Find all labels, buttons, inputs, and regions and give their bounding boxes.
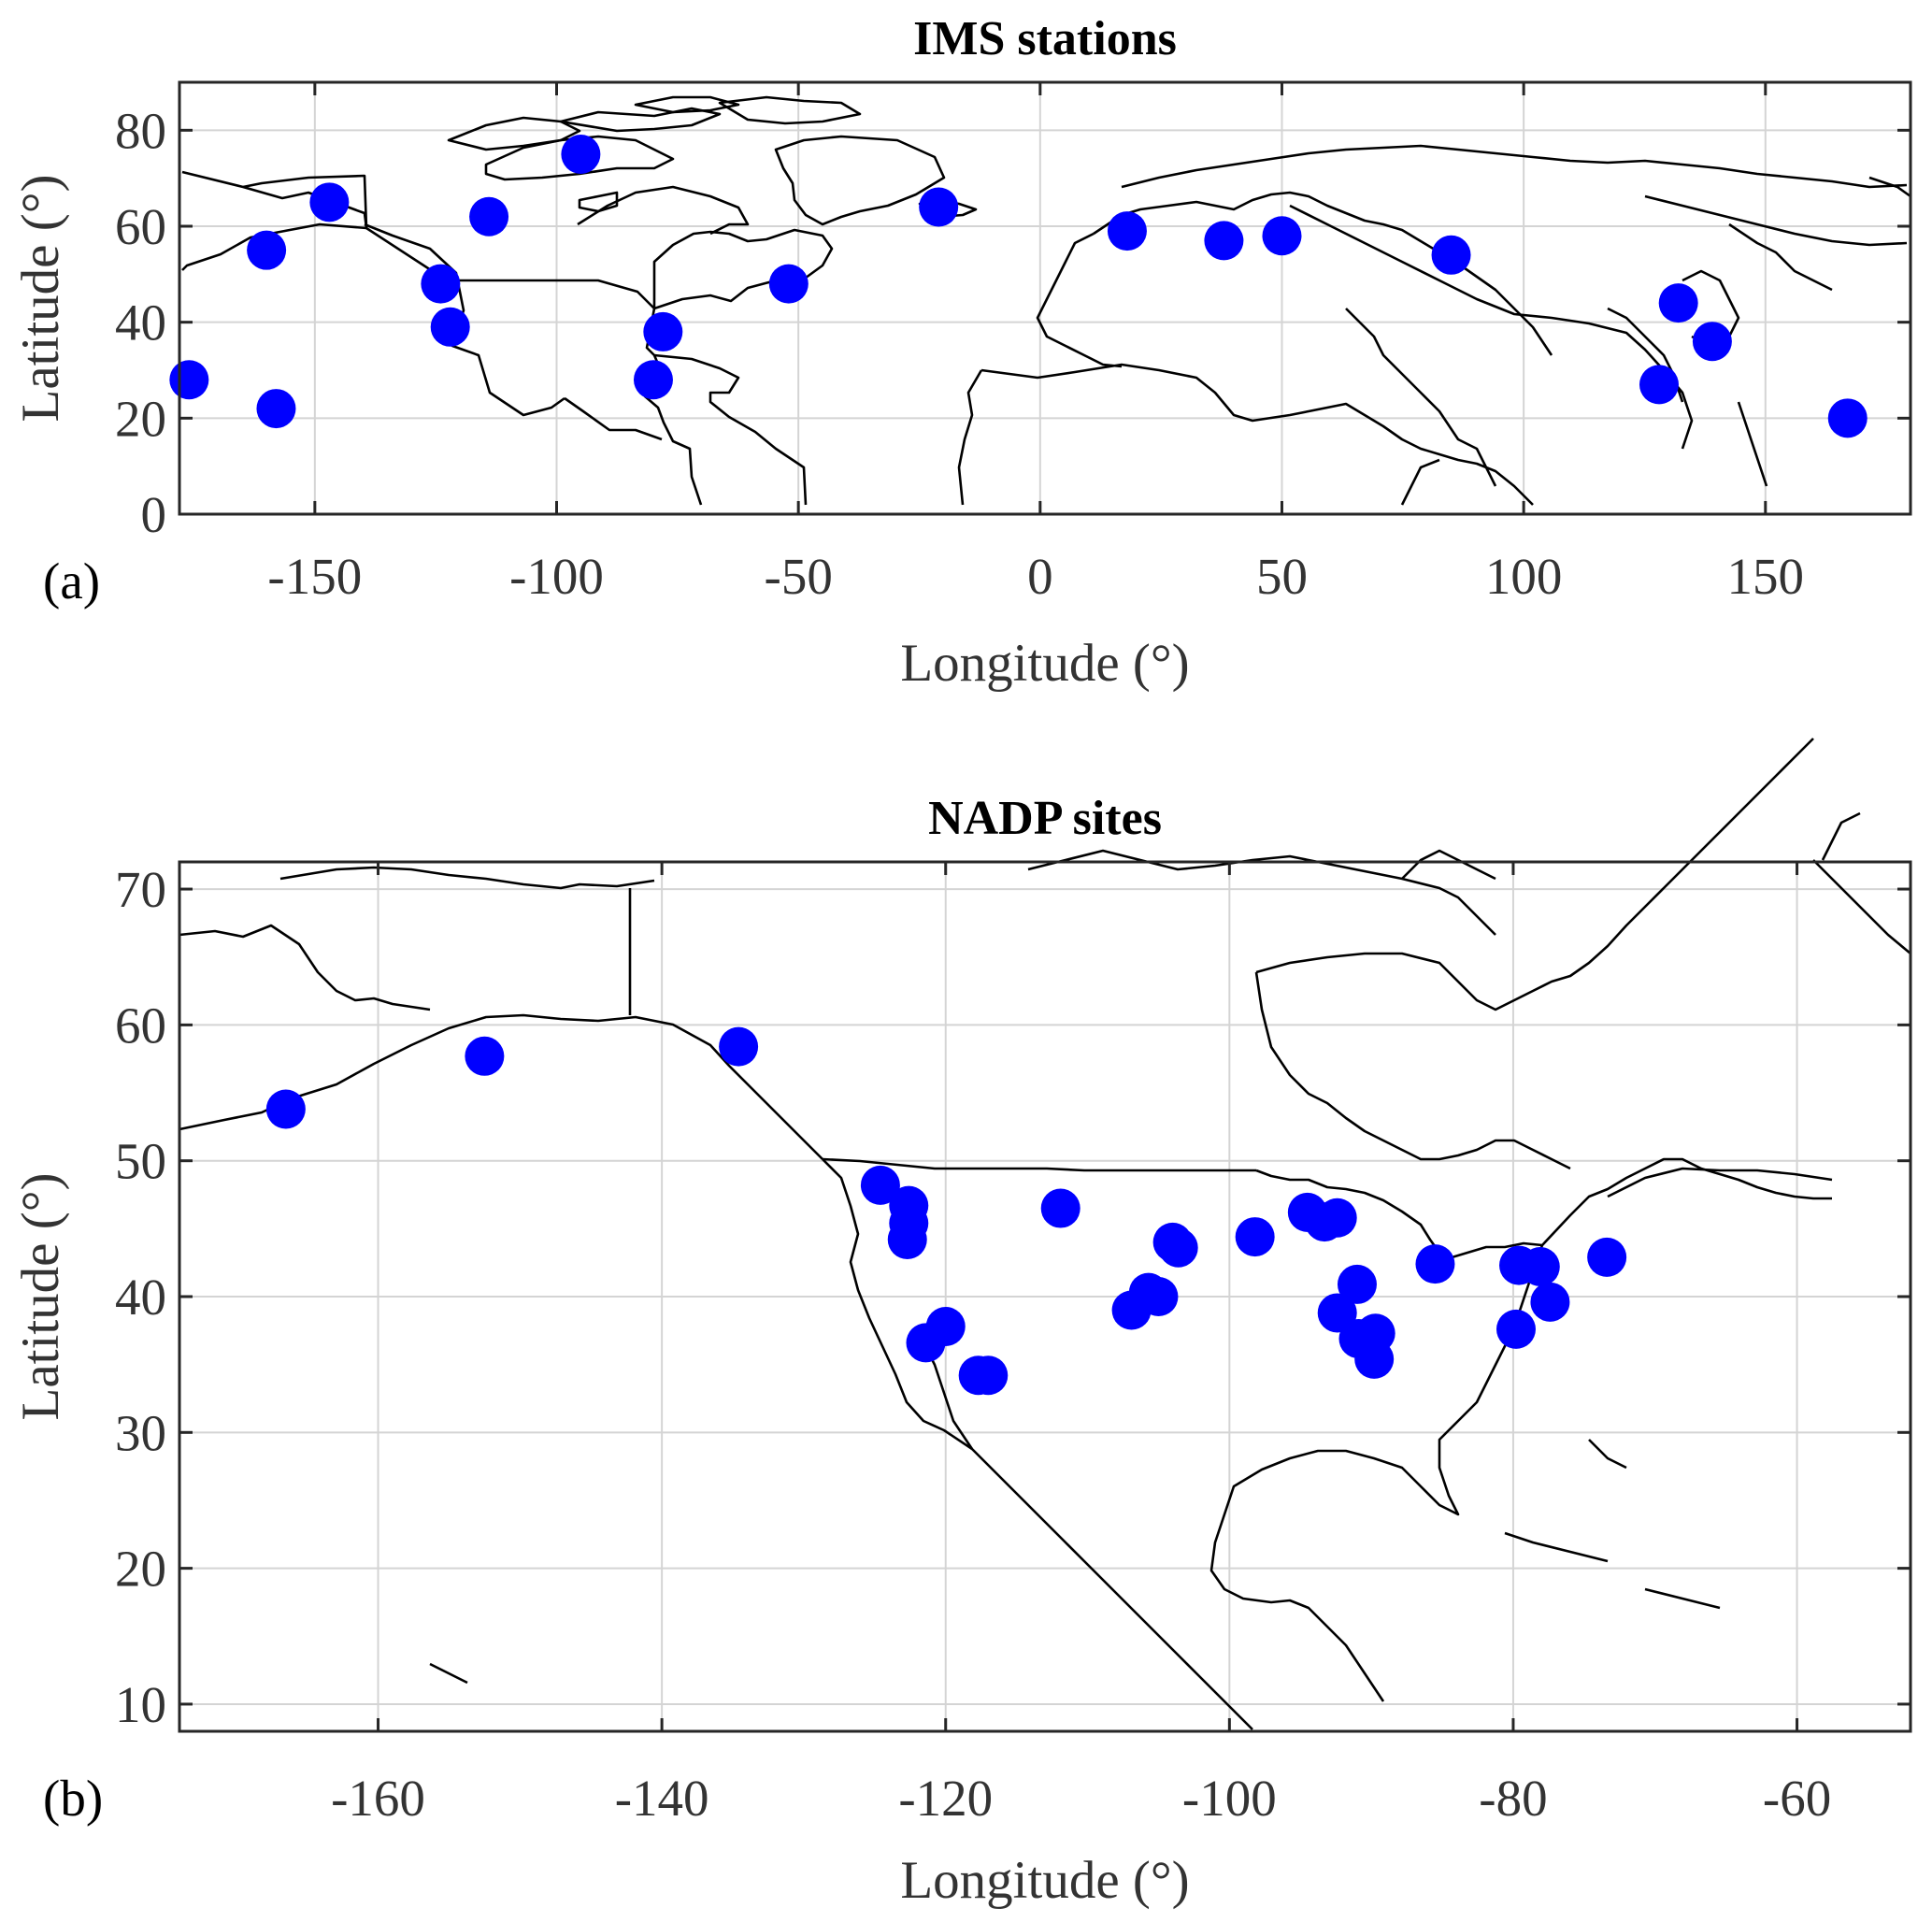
panel-a-station-marker — [247, 230, 287, 270]
panel-a-station-marker — [643, 311, 683, 351]
panel-b-station-marker — [1158, 1227, 1198, 1268]
panel-b-station-marker — [1520, 1247, 1560, 1287]
panel-b-station-marker — [719, 1026, 759, 1067]
panel-b-station-marker — [265, 1089, 306, 1129]
panel-b-y-tick-label: 60 — [115, 997, 166, 1054]
panel-a-label: (a) — [43, 552, 100, 610]
panel-b-y-ticks: 10 20 30 40 50 60 70 — [115, 861, 1911, 1733]
panel-a-station-marker — [421, 264, 461, 304]
panel-b-x-axis-label: Longitude (°) — [900, 1851, 1189, 1910]
panel-b-label: (b) — [43, 1770, 103, 1827]
panel-a-x-ticks: -150 -100 -50 0 50 100 150 — [267, 82, 1804, 605]
panel-a-station-marker — [256, 389, 296, 429]
panel-a-x-tick-label: 50 — [1256, 548, 1308, 605]
panel-a-markers — [169, 135, 1868, 438]
panel-a-station-marker — [561, 135, 601, 174]
panel-a-station-marker — [469, 196, 509, 237]
panel-b-station-marker — [1138, 1277, 1179, 1316]
panel-a-x-tick-label: -50 — [765, 548, 833, 605]
panel-b-station-marker — [1415, 1244, 1455, 1284]
panel-b-title: NADP sites — [928, 792, 1162, 845]
panel-a-x-tick-label: 150 — [1727, 548, 1805, 605]
panel-b-station-marker — [1317, 1293, 1357, 1333]
panel-b: NADP sites -160 -140 -120- — [11, 738, 1912, 1910]
panel-b-station-marker — [1496, 1309, 1536, 1349]
panel-b-station-marker — [1317, 1198, 1357, 1238]
panel-b-x-tick-label: -120 — [898, 1770, 993, 1827]
panel-b-y-axis-label: Latitude (°) — [11, 1173, 70, 1421]
panel-a-x-tick-label: -150 — [267, 548, 362, 605]
panel-b-station-marker — [860, 1165, 900, 1205]
panel-a-station-marker — [1827, 398, 1868, 438]
panel-a-station-marker — [169, 360, 209, 400]
panel-a-station-marker — [1692, 322, 1732, 362]
panel-a: IMS stations — [11, 12, 1912, 693]
panel-a-y-ticks: 0 20 40 60 80 — [115, 102, 1911, 543]
panel-a-station-marker — [919, 187, 959, 227]
panel-a-station-marker — [1658, 283, 1698, 323]
panel-b-station-marker — [887, 1219, 927, 1259]
panel-a-y-tick-label: 0 — [141, 486, 167, 543]
panel-a-y-tick-label: 80 — [115, 102, 166, 159]
panel-b-x-tick-label: -140 — [615, 1770, 709, 1827]
panel-a-station-marker — [633, 360, 673, 400]
panel-b-station-marker — [1040, 1188, 1080, 1228]
panel-b-grid — [179, 862, 1911, 1731]
panel-b-station-marker — [465, 1036, 505, 1076]
panel-a-station-marker — [768, 264, 809, 304]
panel-a-y-tick-label: 20 — [115, 390, 166, 447]
panel-b-x-ticks: -160 -140 -120 -100 -80 -60 — [331, 862, 1831, 1827]
panel-a-station-marker — [430, 307, 470, 347]
panel-a-y-tick-label: 40 — [115, 294, 166, 351]
panel-b-station-marker — [1587, 1237, 1627, 1277]
panel-b-y-tick-label: 20 — [115, 1541, 166, 1598]
panel-b-y-tick-label: 10 — [115, 1676, 166, 1733]
panel-a-x-axis-label: Longitude (°) — [900, 634, 1189, 693]
panel-b-station-marker — [1530, 1282, 1570, 1322]
panel-b-markers — [265, 1026, 1627, 1396]
panel-b-x-tick-label: -80 — [1479, 1770, 1547, 1827]
panel-b-station-marker — [906, 1323, 946, 1363]
panel-a-x-tick-label: -100 — [509, 548, 604, 605]
panel-b-y-tick-label: 50 — [115, 1133, 166, 1190]
panel-b-y-tick-label: 30 — [115, 1404, 166, 1461]
panel-a-x-tick-label: 0 — [1027, 548, 1053, 605]
panel-a-station-marker — [309, 182, 350, 222]
panel-a-station-marker — [1262, 216, 1302, 256]
panel-a-station-marker — [1204, 221, 1244, 261]
panel-b-station-marker — [1354, 1339, 1395, 1379]
panel-a-y-tick-label: 60 — [115, 198, 166, 255]
panel-b-x-tick-label: -60 — [1763, 1770, 1831, 1827]
panel-b-y-tick-label: 70 — [115, 861, 166, 918]
panel-a-title: IMS stations — [913, 12, 1177, 65]
panel-b-station-marker — [1337, 1264, 1377, 1304]
panel-a-station-marker — [1639, 365, 1679, 405]
panel-a-station-marker — [1431, 235, 1471, 275]
panel-a-station-marker — [1107, 211, 1147, 251]
panel-a-y-axis-label: Latitude (°) — [11, 175, 70, 423]
panel-a-frame — [178, 80, 1912, 516]
panel-b-y-tick-label: 40 — [115, 1269, 166, 1326]
panel-b-x-tick-label: -100 — [1182, 1770, 1277, 1827]
panel-b-station-marker — [968, 1355, 1009, 1396]
panel-b-station-marker — [1235, 1217, 1275, 1257]
panel-a-x-tick-label: 100 — [1485, 548, 1563, 605]
panel-b-x-tick-label: -160 — [331, 1770, 425, 1827]
